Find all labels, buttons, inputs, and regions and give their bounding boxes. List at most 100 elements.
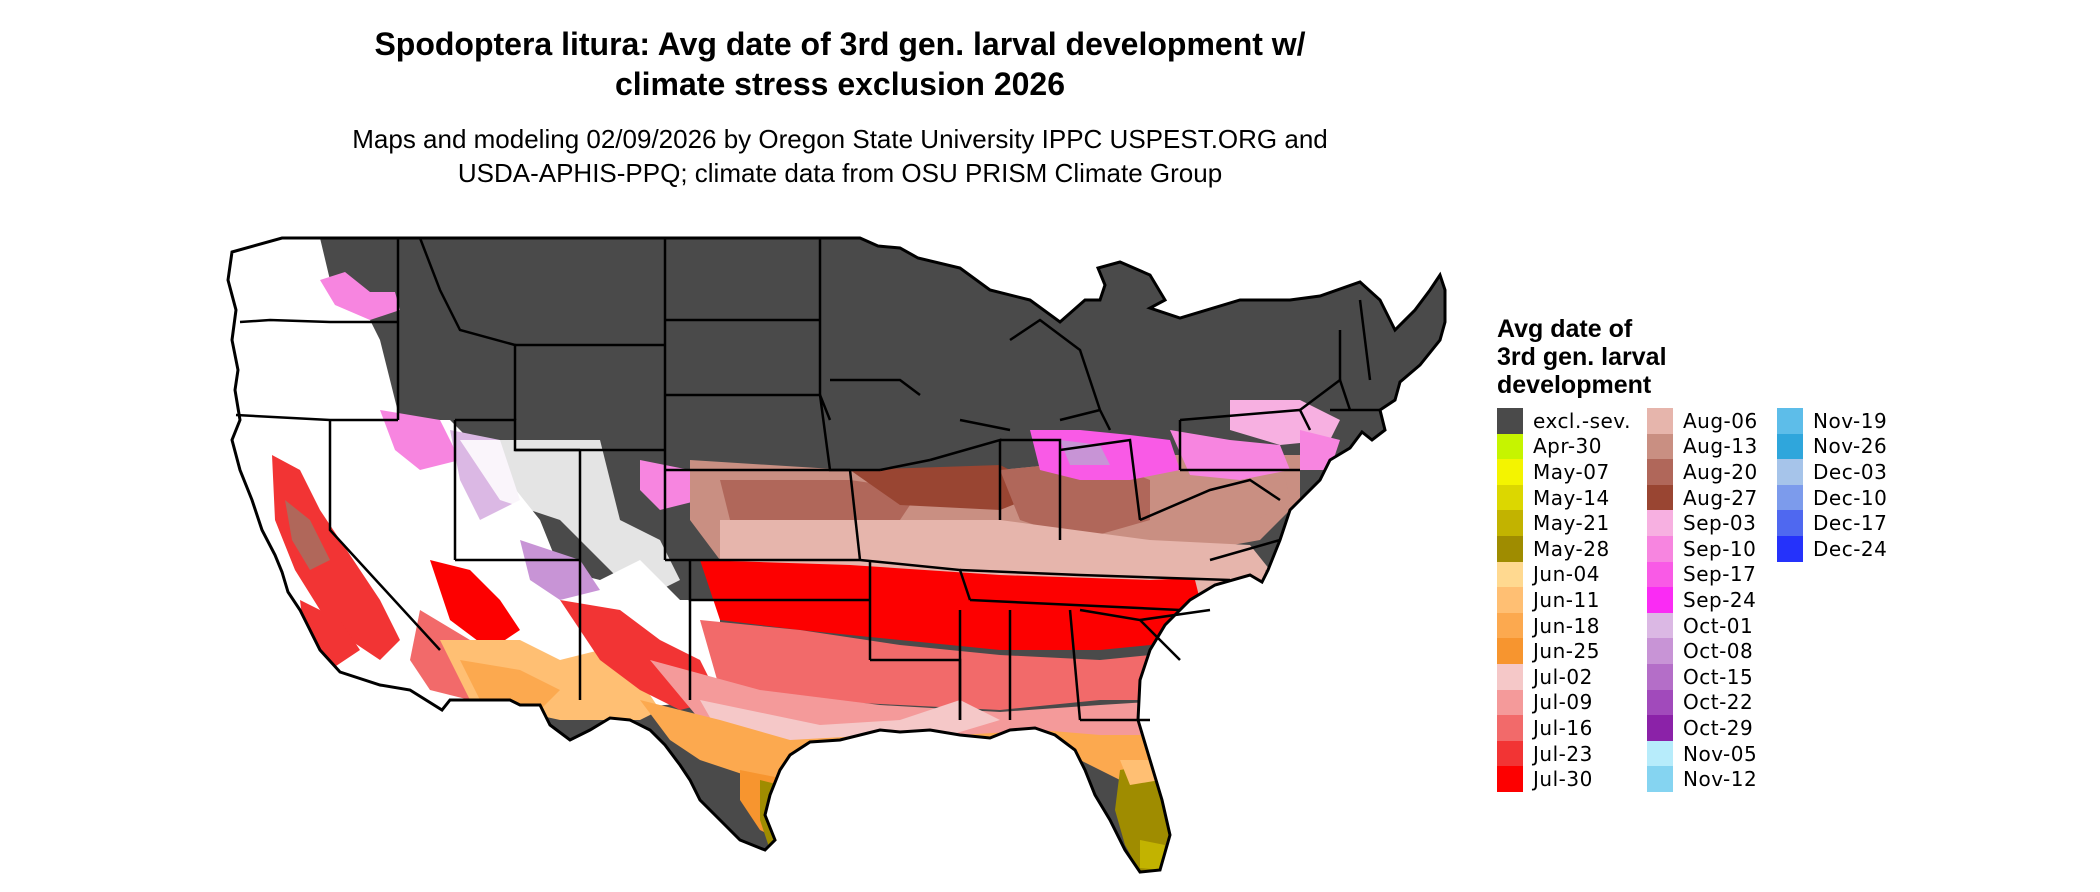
subtitle-line-2: USDA-APHIS-PPQ; climate data from OSU PR… bbox=[457, 158, 1223, 188]
zone-jul-nv bbox=[430, 560, 520, 650]
zone-jul-ca bbox=[272, 455, 400, 660]
legend-label: Aug-13 bbox=[1683, 434, 1758, 459]
legend-label: Aug-20 bbox=[1683, 459, 1758, 484]
legend-item: excl.-sev. bbox=[1497, 408, 1631, 434]
legend-item: Jul-16 bbox=[1497, 715, 1631, 741]
legend-swatch bbox=[1497, 510, 1523, 536]
legend-label: Dec-17 bbox=[1813, 511, 1888, 536]
legend-label: Jul-30 bbox=[1533, 767, 1593, 792]
zone-oct-ohio bbox=[1060, 440, 1110, 465]
legend-item: Sep-24 bbox=[1647, 587, 1758, 613]
map-title: Spodoptera litura: Avg date of 3rd gen. … bbox=[300, 24, 1380, 104]
legend-column-1: excl.-sev. Apr-30 May-07 May-14 May-21 May-28… bbox=[1497, 408, 1631, 792]
zone-aug-ca bbox=[285, 500, 330, 570]
legend-swatch bbox=[1497, 612, 1523, 639]
legend-label: May-21 bbox=[1533, 511, 1610, 536]
zone-no-data-interior bbox=[460, 440, 680, 600]
legend-swatch bbox=[1647, 663, 1673, 690]
subtitle-line-1: Maps and modeling 02/09/2026 by Oregon S… bbox=[352, 124, 1328, 154]
legend-swatch bbox=[1777, 433, 1803, 460]
zone-jul-30-nc bbox=[1200, 590, 1270, 640]
legend-swatch bbox=[1497, 408, 1523, 434]
us-map bbox=[226, 236, 1447, 874]
legend-item: Oct-22 bbox=[1647, 689, 1758, 716]
legend-swatch bbox=[1647, 561, 1673, 588]
legend-swatch bbox=[1647, 715, 1673, 741]
state-boundaries bbox=[226, 236, 1447, 874]
legend-label: Nov-12 bbox=[1683, 767, 1758, 792]
legend-item: Sep-10 bbox=[1647, 535, 1758, 562]
legend-swatch bbox=[1497, 459, 1523, 485]
legend-column-2: Aug-06 Aug-13 Aug-20 Aug-27 Sep-03 Sep-10 Sep-… bbox=[1647, 408, 1758, 792]
legend-swatch bbox=[1497, 484, 1523, 511]
legend-label: Sep-10 bbox=[1683, 536, 1757, 561]
zone-jun-az-2 bbox=[460, 660, 560, 710]
zone-jul-socal bbox=[300, 600, 360, 670]
legend-label: Dec-24 bbox=[1813, 536, 1888, 561]
zone-sep-west-2 bbox=[380, 410, 460, 470]
legend-title: Avg date of 3rd gen. larval development bbox=[1497, 315, 1667, 399]
legend-label: May-07 bbox=[1533, 459, 1610, 484]
legend-column-3: Nov-19 Nov-26 Dec-03 Dec-10 Dec-17 Dec-24 bbox=[1777, 408, 1887, 562]
legend-swatch bbox=[1497, 715, 1523, 741]
legend-swatch bbox=[1647, 612, 1673, 639]
legend-label: Jul-16 bbox=[1533, 715, 1593, 740]
legend-swatch bbox=[1647, 433, 1673, 460]
zone-sep-west-3 bbox=[640, 460, 700, 510]
legend-title-line-3: development bbox=[1497, 371, 1652, 399]
legend-label: Nov-26 bbox=[1813, 434, 1888, 459]
legend-item: Aug-13 bbox=[1647, 433, 1758, 460]
legend-swatch bbox=[1777, 408, 1803, 434]
legend-swatch bbox=[1647, 638, 1673, 664]
legend-item: May-28 bbox=[1497, 535, 1631, 562]
legend-item: Aug-06 bbox=[1647, 408, 1758, 434]
legend-swatch bbox=[1647, 587, 1673, 613]
zone-jul-16-south bbox=[700, 620, 1250, 710]
legend-item: Nov-26 bbox=[1777, 433, 1888, 460]
legend-item: Jun-04 bbox=[1497, 561, 1631, 588]
legend-item: Oct-15 bbox=[1647, 663, 1758, 690]
legend-item: Jun-18 bbox=[1497, 612, 1631, 639]
zone-may-21-fl bbox=[1140, 840, 1165, 870]
legend-item: May-21 bbox=[1497, 510, 1631, 536]
zone-aug-06-va bbox=[1190, 560, 1275, 610]
legend-label: Jul-02 bbox=[1533, 664, 1593, 689]
legend-item: Aug-20 bbox=[1647, 459, 1758, 485]
legend-item: Nov-12 bbox=[1647, 766, 1758, 792]
legend-item: Aug-27 bbox=[1647, 484, 1758, 511]
map-color-zones bbox=[228, 238, 1445, 872]
title-line-1: Spodoptera litura: Avg date of 3rd gen. … bbox=[374, 26, 1306, 62]
legend-label: Aug-06 bbox=[1683, 408, 1758, 433]
legend-label: Sep-24 bbox=[1683, 587, 1757, 612]
legend-swatch bbox=[1777, 510, 1803, 536]
legend-label: Oct-22 bbox=[1683, 690, 1754, 715]
legend-label: May-28 bbox=[1533, 536, 1610, 561]
legend-label: Apr-30 bbox=[1533, 434, 1602, 459]
legend-item: Jul-09 bbox=[1497, 689, 1631, 716]
legend-item: Apr-30 bbox=[1497, 433, 1631, 460]
legend-item: Jun-25 bbox=[1497, 638, 1631, 664]
zone-sep-west-1 bbox=[320, 272, 400, 320]
zone-jul-30-south bbox=[700, 560, 1280, 650]
legend-label: Dec-10 bbox=[1813, 485, 1888, 510]
legend-item: Jul-23 bbox=[1497, 740, 1631, 767]
legend-swatch bbox=[1497, 561, 1523, 588]
legend-swatch bbox=[1647, 459, 1673, 485]
legend-swatch bbox=[1497, 689, 1523, 716]
legend-label: Sep-03 bbox=[1683, 511, 1757, 536]
legend-item: Jul-02 bbox=[1497, 663, 1631, 690]
legend-item: May-14 bbox=[1497, 484, 1631, 511]
zone-jun-11-fl bbox=[1120, 760, 1160, 785]
legend-title-line-2: 3rd gen. larval bbox=[1497, 343, 1667, 371]
legend-label: Jun-04 bbox=[1533, 562, 1600, 587]
legend-item: Sep-17 bbox=[1647, 561, 1758, 588]
legend-item: Dec-10 bbox=[1777, 484, 1888, 511]
legend-label: Oct-29 bbox=[1683, 715, 1754, 740]
legend-swatch bbox=[1647, 484, 1673, 511]
legend-item: Nov-19 bbox=[1777, 408, 1887, 434]
legend-swatch bbox=[1497, 587, 1523, 613]
legend-item: Jun-11 bbox=[1497, 587, 1631, 613]
legend-title-line-1: Avg date of bbox=[1497, 315, 1633, 343]
legend-label: Dec-03 bbox=[1813, 459, 1888, 484]
legend-swatch bbox=[1777, 535, 1803, 562]
